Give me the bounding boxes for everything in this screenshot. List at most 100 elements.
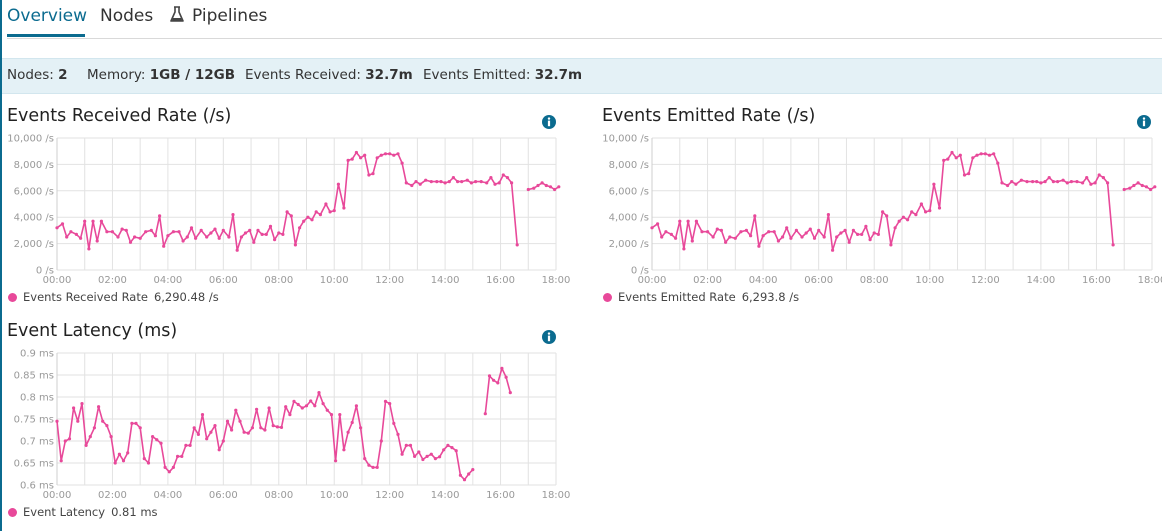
- data-point: [363, 457, 367, 461]
- data-point: [149, 228, 153, 232]
- data-point: [284, 405, 288, 409]
- data-point: [1006, 183, 1010, 188]
- latency-chart: 0.6 ms 0.65 ms 0.7 ms 0.75 ms 0.8 ms 0.85 ms 0…: [14, 349, 571, 502]
- data-point: [392, 421, 396, 425]
- data-point: [1085, 176, 1089, 180]
- y-tick-label: 6,000 /s: [14, 186, 54, 197]
- x-tick-label: 04:00: [153, 490, 182, 501]
- data-point: [761, 234, 765, 238]
- data-point: [1065, 181, 1069, 185]
- data-point: [65, 235, 69, 239]
- data-point: [292, 399, 296, 403]
- data-point: [1031, 180, 1035, 184]
- data-point: [496, 381, 500, 385]
- data-point: [238, 419, 242, 423]
- data-point: [404, 181, 408, 185]
- data-point: [92, 426, 96, 430]
- data-point: [205, 437, 209, 441]
- data-point: [189, 226, 194, 230]
- stat-events-received: Events Received: 32.7m: [245, 67, 413, 83]
- y-tick-label: 8,000 /s: [14, 160, 54, 171]
- data-point: [996, 161, 1000, 165]
- data-point: [383, 152, 388, 156]
- data-point: [275, 425, 279, 429]
- data-point: [553, 187, 557, 192]
- data-point: [80, 402, 84, 406]
- stat-emitted-label: Events Emitted:: [423, 67, 531, 83]
- y-tick-label: 10,000 /s: [7, 134, 54, 145]
- data-point: [950, 150, 954, 155]
- data-point: [1056, 180, 1060, 184]
- latency-legend: Event Latency 0.81 ms: [8, 505, 158, 519]
- stat-memory-value: 1GB / 12GB: [149, 67, 236, 83]
- emitted-rate-title: Events Emitted Rate (/s): [602, 106, 816, 126]
- tab-pipelines[interactable]: Pipelines: [192, 6, 268, 26]
- data-point: [876, 232, 880, 236]
- data-point: [439, 180, 443, 184]
- data-point: [87, 247, 91, 251]
- data-point: [1019, 178, 1023, 182]
- data-point: [264, 232, 268, 236]
- data-point: [354, 404, 358, 408]
- data-point: [63, 439, 67, 443]
- data-point: [686, 219, 690, 223]
- y-tick-label: 0.7 ms: [20, 437, 54, 448]
- data-point: [184, 443, 188, 447]
- data-point: [72, 406, 76, 410]
- data-point: [1051, 180, 1055, 184]
- data-point: [664, 230, 668, 234]
- x-tick-label: 00:00: [43, 275, 72, 286]
- data-point: [99, 219, 103, 223]
- data-point: [812, 236, 817, 240]
- data-point: [967, 172, 971, 176]
- stat-nodes-label: Nodes:: [7, 67, 54, 83]
- data-point: [177, 230, 181, 234]
- data-point: [450, 446, 454, 450]
- data-point: [350, 157, 354, 161]
- data-point: [59, 459, 63, 463]
- data-point: [375, 156, 379, 160]
- data-point: [914, 213, 918, 217]
- y-tick-label: 6,000 /s: [609, 186, 649, 197]
- y-tick-label: 0.65 ms: [14, 459, 54, 470]
- data-point: [188, 443, 192, 447]
- data-point: [872, 231, 876, 235]
- info-icon[interactable]: [542, 329, 556, 344]
- data-point: [971, 156, 975, 160]
- tab-overview[interactable]: Overview: [7, 6, 88, 26]
- y-tick-label: 10,000 /s: [602, 134, 649, 145]
- data-point: [332, 209, 336, 213]
- data-point: [772, 230, 776, 234]
- data-point: [839, 231, 843, 235]
- data-point: [304, 404, 309, 408]
- data-point: [739, 230, 743, 234]
- series-line: [56, 151, 518, 251]
- data-point: [181, 239, 185, 243]
- data-point: [808, 227, 812, 231]
- legend-label: Events Received Rate: [23, 290, 148, 304]
- data-point: [1132, 183, 1136, 188]
- data-point: [487, 374, 492, 378]
- data-point: [155, 438, 159, 442]
- info-icon[interactable]: [542, 114, 556, 129]
- data-point: [279, 425, 284, 429]
- data-point: [433, 457, 437, 461]
- data-point: [1128, 186, 1132, 190]
- info-icon[interactable]: [1137, 114, 1151, 129]
- data-point: [199, 228, 203, 232]
- data-point: [851, 228, 855, 232]
- data-point: [910, 210, 914, 214]
- data-point: [794, 228, 798, 232]
- latency-title: Event Latency (ms): [7, 321, 178, 341]
- legend-value: 0.81 ms: [111, 505, 158, 519]
- data-point: [781, 235, 785, 239]
- data-point: [76, 419, 80, 423]
- y-tick-label: 0.8 ms: [20, 393, 54, 404]
- data-point: [88, 435, 92, 439]
- y-tick-label: 4,000 /s: [609, 213, 649, 224]
- y-tick-label: 0.9 ms: [20, 349, 54, 360]
- data-point: [843, 228, 847, 232]
- tab-nodes[interactable]: Nodes: [100, 6, 154, 26]
- data-point: [325, 408, 329, 412]
- data-point: [715, 227, 719, 231]
